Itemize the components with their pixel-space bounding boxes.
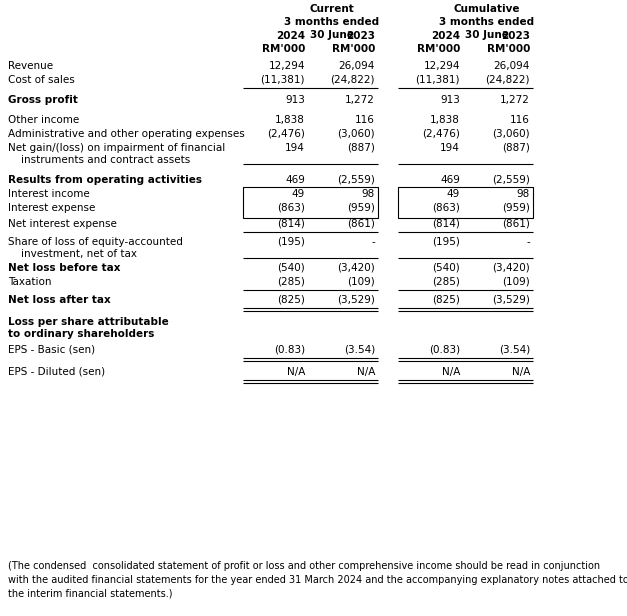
Text: (109): (109)	[502, 277, 530, 287]
Text: 12,294: 12,294	[423, 61, 460, 71]
Text: (285): (285)	[432, 277, 460, 287]
Text: (The condensed  consolidated statement of profit or loss and other comprehensive: (The condensed consolidated statement of…	[8, 561, 627, 599]
Text: (2,559): (2,559)	[492, 175, 530, 185]
Text: N/A: N/A	[441, 367, 460, 377]
Text: to ordinary shareholders: to ordinary shareholders	[8, 329, 154, 339]
Text: N/A: N/A	[287, 367, 305, 377]
Text: Gross profit: Gross profit	[8, 95, 78, 105]
Text: -: -	[371, 237, 375, 247]
Text: (959): (959)	[502, 203, 530, 213]
Text: (3,529): (3,529)	[492, 295, 530, 305]
Text: 1,272: 1,272	[345, 95, 375, 105]
Text: Cumulative
3 months ended
30 June: Cumulative 3 months ended 30 June	[440, 4, 535, 41]
Text: (285): (285)	[277, 277, 305, 287]
Text: (825): (825)	[277, 295, 305, 305]
Text: (3.54): (3.54)	[344, 345, 375, 355]
Text: (814): (814)	[432, 219, 460, 229]
Text: (2,559): (2,559)	[337, 175, 375, 185]
Text: (887): (887)	[347, 143, 375, 153]
Text: 2024
RM'000: 2024 RM'000	[416, 31, 460, 54]
Text: (3,420): (3,420)	[337, 263, 375, 273]
Text: (2,476): (2,476)	[422, 129, 460, 139]
Text: (863): (863)	[277, 203, 305, 213]
Text: (540): (540)	[277, 263, 305, 273]
Text: EPS - Diluted (sen): EPS - Diluted (sen)	[8, 367, 105, 377]
Text: 194: 194	[440, 143, 460, 153]
Text: 98: 98	[362, 189, 375, 199]
Text: instruments and contract assets: instruments and contract assets	[8, 155, 190, 165]
Text: 2023
RM'000: 2023 RM'000	[487, 31, 530, 54]
Text: (863): (863)	[432, 203, 460, 213]
Text: Cost of sales: Cost of sales	[8, 75, 75, 85]
Text: 1,272: 1,272	[500, 95, 530, 105]
Text: 12,294: 12,294	[268, 61, 305, 71]
Text: 2023
RM'000: 2023 RM'000	[332, 31, 375, 54]
Text: (959): (959)	[347, 203, 375, 213]
Text: (887): (887)	[502, 143, 530, 153]
Text: Interest income: Interest income	[8, 189, 90, 199]
Text: Results from operating activities: Results from operating activities	[8, 175, 202, 185]
Text: (3,529): (3,529)	[337, 295, 375, 305]
Text: Revenue: Revenue	[8, 61, 53, 71]
Text: 116: 116	[355, 115, 375, 125]
Bar	[243, 187, 378, 218]
Text: EPS - Basic (sen): EPS - Basic (sen)	[8, 345, 95, 355]
Text: Other income: Other income	[8, 115, 79, 125]
Text: 49: 49	[447, 189, 460, 199]
Text: Current
3 months ended
30 June: Current 3 months ended 30 June	[285, 4, 379, 41]
Text: Net loss after tax: Net loss after tax	[8, 295, 111, 305]
Text: 49: 49	[292, 189, 305, 199]
Text: (195): (195)	[277, 237, 305, 247]
Text: (109): (109)	[347, 277, 375, 287]
Text: 98: 98	[517, 189, 530, 199]
Text: 913: 913	[285, 95, 305, 105]
Text: (0.83): (0.83)	[429, 345, 460, 355]
Text: Net loss before tax: Net loss before tax	[8, 263, 120, 273]
Text: (24,822): (24,822)	[330, 75, 375, 85]
Text: (861): (861)	[502, 219, 530, 229]
Text: (814): (814)	[277, 219, 305, 229]
Bar	[398, 187, 533, 218]
Text: 26,094: 26,094	[339, 61, 375, 71]
Text: 469: 469	[285, 175, 305, 185]
Text: (540): (540)	[432, 263, 460, 273]
Text: Net interest expense: Net interest expense	[8, 219, 117, 229]
Text: 469: 469	[440, 175, 460, 185]
Text: N/A: N/A	[512, 367, 530, 377]
Text: (11,381): (11,381)	[260, 75, 305, 85]
Text: -: -	[526, 237, 530, 247]
Text: N/A: N/A	[357, 367, 375, 377]
Text: (825): (825)	[432, 295, 460, 305]
Text: Loss per share attributable: Loss per share attributable	[8, 317, 169, 327]
Text: 194: 194	[285, 143, 305, 153]
Text: 1,838: 1,838	[430, 115, 460, 125]
Text: Net gain/(loss) on impairment of financial: Net gain/(loss) on impairment of financi…	[8, 143, 225, 153]
Text: 116: 116	[510, 115, 530, 125]
Text: investment, net of tax: investment, net of tax	[8, 249, 137, 259]
Text: (11,381): (11,381)	[416, 75, 460, 85]
Text: (195): (195)	[432, 237, 460, 247]
Text: (0.83): (0.83)	[274, 345, 305, 355]
Text: (24,822): (24,822)	[485, 75, 530, 85]
Text: (3.54): (3.54)	[498, 345, 530, 355]
Text: (3,060): (3,060)	[492, 129, 530, 139]
Text: 913: 913	[440, 95, 460, 105]
Text: (3,420): (3,420)	[492, 263, 530, 273]
Text: Taxation: Taxation	[8, 277, 51, 287]
Text: (861): (861)	[347, 219, 375, 229]
Text: Administrative and other operating expenses: Administrative and other operating expen…	[8, 129, 245, 139]
Text: 26,094: 26,094	[493, 61, 530, 71]
Text: Share of loss of equity-accounted: Share of loss of equity-accounted	[8, 237, 183, 247]
Text: (3,060): (3,060)	[337, 129, 375, 139]
Text: Interest expense: Interest expense	[8, 203, 95, 213]
Text: 2024
RM'000: 2024 RM'000	[261, 31, 305, 54]
Text: 1,838: 1,838	[275, 115, 305, 125]
Text: (2,476): (2,476)	[267, 129, 305, 139]
